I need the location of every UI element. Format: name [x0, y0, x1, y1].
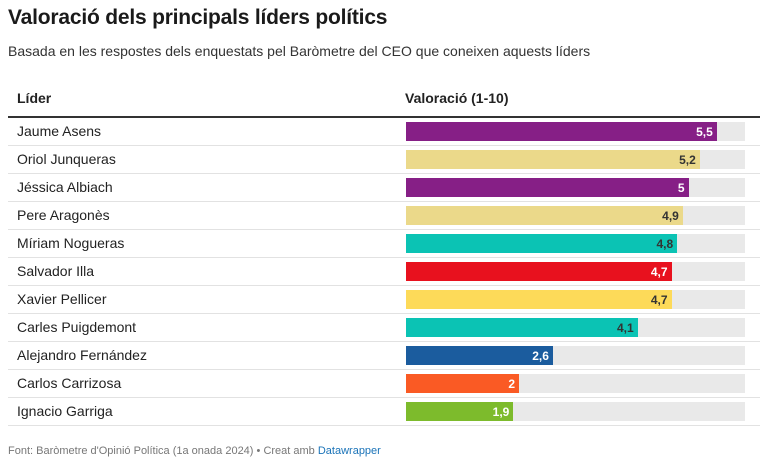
rating-bar: 1,9: [406, 402, 514, 421]
rating-bar: 5,5: [406, 122, 717, 141]
bar-track: 4,8: [406, 234, 745, 253]
leader-name: Salvador Illa: [17, 263, 95, 279]
table-body: Jaume Asens 5,5 Oriol Junqueras 5,2 Jéssica …: [8, 118, 760, 426]
bar-value-label: 4,1: [616, 321, 634, 335]
chart-title: Valoració dels principals líders polític…: [8, 6, 388, 29]
bar-value-label: 5: [677, 181, 685, 195]
leader-name: Jaume Asens: [17, 123, 102, 139]
table-row: Alejandro Fernández 2,6: [8, 342, 760, 370]
bar-track: 5: [406, 178, 745, 197]
table-row: Carles Puigdemont 4,1: [8, 314, 760, 342]
bar-value-label: 2: [508, 377, 515, 391]
chart-subtitle: Basada en les respostes dels enquestats …: [8, 43, 591, 59]
footer-source: Font: Baròmetre d'Opinió Política (1a on…: [8, 445, 254, 457]
datawrapper-link[interactable]: Datawrapper: [317, 445, 381, 457]
bar-value-label: 4,8: [656, 237, 674, 251]
rating-bar: 4,7: [406, 262, 672, 281]
rating-bar: 5: [406, 178, 689, 197]
bar-track: 1,9: [406, 402, 745, 421]
bar-value-label: 2,6: [532, 349, 549, 363]
table-row: Pere Aragonès 4,9: [8, 202, 760, 230]
leader-name: Jéssica Albiach: [17, 179, 113, 195]
bar-track: 4,7: [406, 290, 745, 309]
bar-value-label: 5,2: [679, 153, 696, 167]
table-row: Míriam Nogueras 4,8: [8, 230, 760, 258]
bar-track: 4,1: [406, 318, 745, 337]
rating-bar: 5,2: [406, 150, 700, 169]
bar-value-label: 4,9: [662, 209, 679, 223]
column-header-leader: Líder: [17, 90, 52, 106]
leader-name: Xavier Pellicer: [17, 291, 107, 307]
bar-value-label: 1,9: [492, 405, 510, 419]
leader-name: Carles Puigdemont: [17, 319, 137, 335]
table-row: Xavier Pellicer 4,7: [8, 286, 760, 314]
bar-track: 2: [406, 374, 745, 393]
rating-bar: 4,8: [406, 234, 678, 253]
bar-value-label: 4,7: [650, 265, 668, 279]
leader-name: Alejandro Fernández: [17, 347, 147, 363]
rating-bar: 4,9: [406, 206, 683, 225]
table-row: Ignacio Garriga 1,9: [8, 398, 760, 426]
footer: Font: Baròmetre d'Opinió Política (1a on…: [8, 445, 381, 457]
table-row: Carlos Carrizosa 2: [8, 370, 760, 398]
header-divider: [8, 116, 760, 118]
leader-name: Carlos Carrizosa: [17, 375, 122, 391]
leader-name: Míriam Nogueras: [17, 235, 125, 251]
rating-bar: 2,6: [406, 346, 553, 365]
leader-name: Pere Aragonès: [17, 207, 110, 223]
table-row: Jéssica Albiach 5: [8, 174, 760, 202]
bar-value-label: 5,5: [696, 125, 713, 139]
bar-value-label: 4,7: [650, 293, 668, 307]
table-row: Jaume Asens 5,5: [8, 118, 760, 146]
bar-track: 2,6: [406, 346, 745, 365]
rating-bar: 2: [406, 374, 519, 393]
bar-track: 4,7: [406, 262, 745, 281]
rating-bar: 4,7: [406, 290, 672, 309]
leader-name: Oriol Junqueras: [17, 151, 116, 167]
leader-name: Ignacio Garriga: [17, 403, 113, 419]
bar-track: 5,5: [406, 122, 745, 141]
column-header-rating: Valoració (1-10): [405, 90, 509, 106]
rating-bar: 4,1: [406, 318, 638, 337]
table-row: Oriol Junqueras 5,2: [8, 146, 760, 174]
footer-created: • Creat amb: [256, 445, 315, 457]
table-row: Salvador Illa 4,7: [8, 258, 760, 286]
bar-track: 4,9: [406, 206, 745, 225]
bar-track: 5,2: [406, 150, 745, 169]
